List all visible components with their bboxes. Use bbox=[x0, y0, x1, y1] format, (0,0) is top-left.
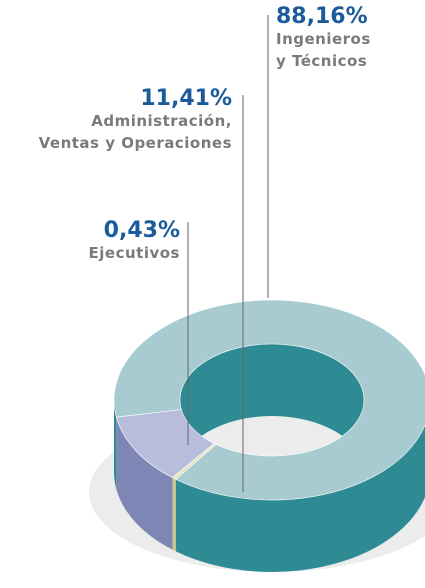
label: 0,43% Ejecutivos bbox=[89, 220, 180, 264]
value-label: 0,43% bbox=[103, 218, 180, 243]
outer-wall bbox=[114, 400, 117, 490]
value-label: 11,41% bbox=[140, 86, 232, 111]
outer-wall bbox=[172, 477, 176, 552]
label: 88,16% Ingenieros y Técnicos bbox=[276, 6, 371, 72]
value-label: 88,16% bbox=[276, 4, 368, 29]
inner-wall bbox=[180, 344, 364, 472]
segment-top bbox=[171, 443, 217, 480]
segment-top bbox=[113, 299, 425, 501]
outer-wall bbox=[116, 417, 173, 550]
category-label: Ejecutivos bbox=[88, 244, 180, 262]
category-label: Ingenieros y Técnicos bbox=[276, 30, 371, 70]
segment-top bbox=[115, 409, 215, 479]
category-label: Administración, Ventas y Operaciones bbox=[38, 112, 232, 152]
label: 11,41% Administración, Ventas y Operacion… bbox=[39, 88, 232, 154]
